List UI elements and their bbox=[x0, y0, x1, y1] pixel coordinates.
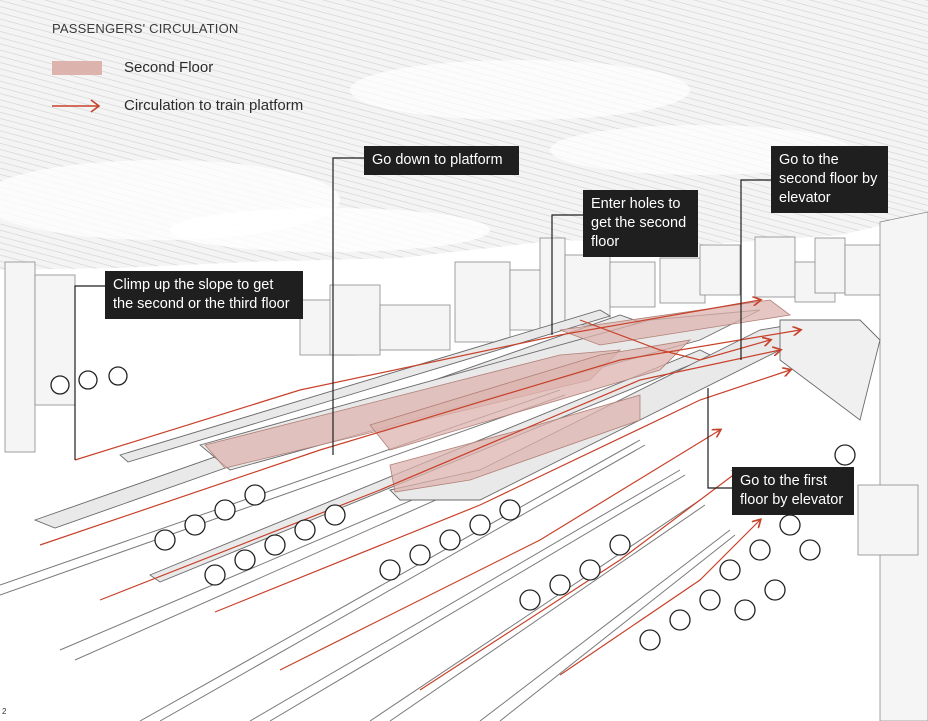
page-number: 2 bbox=[2, 707, 7, 716]
callout-climb-slope: Climp up the slope to get the second or … bbox=[105, 271, 303, 319]
legend-item-circulation: Circulation to train platform bbox=[52, 97, 303, 114]
legend-label-second-floor: Second Floor bbox=[124, 59, 214, 76]
callout-enter-holes: Enter holes to get the second floor bbox=[583, 190, 698, 257]
callout-second-floor-elevator: Go to the second floor by elevator bbox=[771, 146, 888, 213]
rail-tracks bbox=[0, 389, 736, 721]
sky bbox=[0, 0, 928, 270]
circulation-arrow-icon bbox=[52, 98, 101, 113]
circulation-paths bbox=[39, 300, 800, 691]
callout-leaders bbox=[74, 157, 771, 489]
legend-item-second-floor: Second Floor bbox=[52, 59, 213, 76]
legend-title: PASSENGERS' CIRCULATION bbox=[52, 21, 239, 36]
legend-label-circulation: Circulation to train platform bbox=[124, 97, 304, 114]
trees bbox=[50, 366, 856, 651]
callout-go-down-to-platform: Go down to platform bbox=[364, 146, 519, 175]
city-buildings bbox=[4, 211, 928, 721]
callout-first-floor-elevator: Go to the first floor by elevator bbox=[732, 467, 854, 515]
second-floor-swatch bbox=[52, 60, 102, 75]
